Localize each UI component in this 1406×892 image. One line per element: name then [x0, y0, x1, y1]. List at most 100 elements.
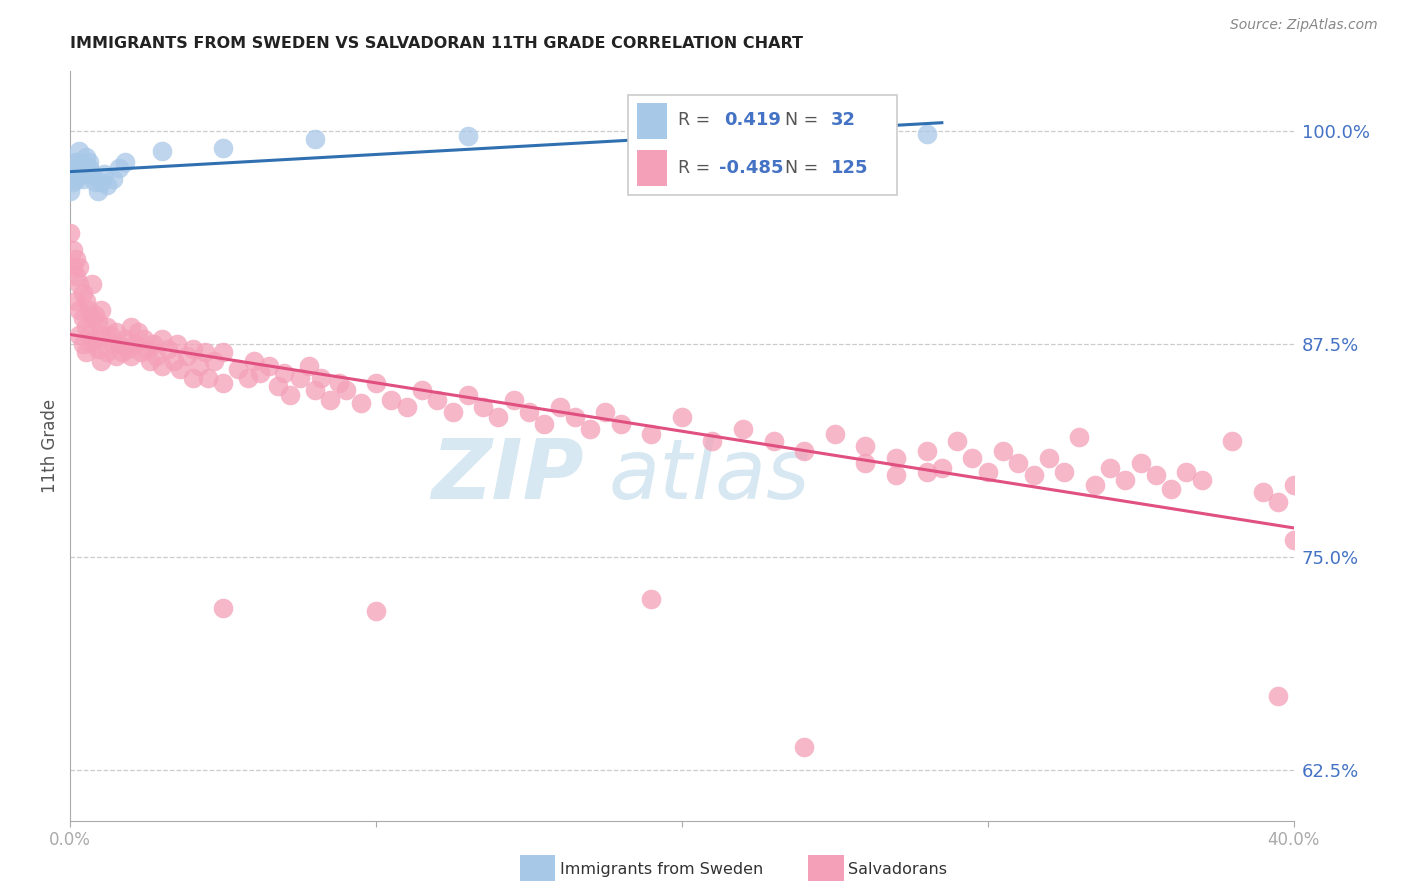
Point [169, 362, 191, 376]
Point [101, 336, 124, 351]
Point [65, 171, 87, 186]
Point [96, 178, 118, 193]
Point [640, 427, 662, 442]
Point [931, 461, 953, 475]
Point [793, 444, 815, 458]
Point [488, 410, 510, 425]
FancyBboxPatch shape [637, 150, 666, 186]
Point [1175, 465, 1198, 479]
Point [457, 388, 479, 402]
Point [1114, 473, 1136, 487]
Point [366, 604, 388, 618]
Point [187, 359, 209, 373]
Point [228, 362, 250, 376]
Point [69, 328, 91, 343]
Point [380, 392, 402, 407]
Text: N =: N = [785, 111, 824, 128]
Point [142, 336, 165, 351]
Point [273, 366, 295, 380]
Point [366, 376, 388, 390]
Point [80, 311, 103, 326]
Point [257, 359, 280, 373]
Point [762, 434, 785, 448]
Point [105, 349, 128, 363]
Point [108, 336, 131, 351]
Point [1099, 461, 1122, 475]
Point [915, 128, 938, 142]
Text: 0.419: 0.419 [724, 111, 782, 128]
Point [793, 128, 815, 142]
Point [181, 342, 204, 356]
Point [135, 342, 157, 356]
Point [59, 226, 82, 240]
Point [83, 308, 105, 322]
Point [1251, 485, 1274, 500]
Point [1007, 456, 1029, 470]
Point [915, 465, 938, 479]
Point [335, 383, 357, 397]
Point [1267, 495, 1289, 509]
Point [1282, 533, 1305, 547]
Point [548, 400, 571, 414]
Point [212, 141, 235, 155]
Point [157, 342, 180, 356]
Text: IMMIGRANTS FROM SWEDEN VS SALVADORAN 11TH GRADE CORRELATION CHART: IMMIGRANTS FROM SWEDEN VS SALVADORAN 11T… [70, 36, 803, 51]
Point [77, 302, 100, 317]
Point [502, 392, 524, 407]
Point [517, 405, 540, 419]
Point [212, 600, 235, 615]
Point [884, 467, 907, 482]
Point [1038, 450, 1060, 465]
Point [1222, 434, 1244, 448]
Point [304, 132, 326, 146]
Point [610, 417, 633, 431]
Point [194, 345, 217, 359]
Point [1144, 467, 1167, 482]
Point [288, 371, 311, 385]
Text: Immigrants from Sweden: Immigrants from Sweden [560, 863, 763, 877]
Text: -0.485: -0.485 [718, 159, 783, 177]
Point [212, 376, 235, 390]
Point [72, 285, 94, 300]
Point [1267, 690, 1289, 704]
Point [69, 145, 91, 159]
Text: atlas: atlas [609, 435, 810, 516]
Point [212, 345, 235, 359]
Point [472, 400, 495, 414]
Point [117, 342, 139, 356]
Point [75, 319, 97, 334]
Point [1282, 478, 1305, 492]
Point [75, 294, 97, 309]
Point [579, 422, 602, 436]
Point [101, 171, 124, 186]
Point [65, 268, 87, 283]
Point [243, 354, 266, 368]
Point [80, 277, 103, 292]
Point [319, 392, 342, 407]
Point [87, 184, 110, 198]
Point [145, 349, 167, 363]
Point [533, 417, 555, 431]
Point [824, 427, 846, 442]
Point [96, 319, 118, 334]
Text: N =: N = [785, 159, 824, 177]
Point [1084, 478, 1107, 492]
Point [69, 277, 91, 292]
Point [90, 302, 112, 317]
Point [150, 145, 173, 159]
Point [304, 383, 326, 397]
FancyBboxPatch shape [637, 103, 666, 139]
Point [96, 345, 118, 359]
Point [249, 366, 271, 380]
Point [114, 154, 136, 169]
Point [90, 328, 112, 343]
Point [59, 184, 82, 198]
Point [69, 302, 91, 317]
Point [1069, 430, 1091, 444]
Point [202, 354, 225, 368]
Point [197, 371, 219, 385]
Point [111, 345, 134, 359]
FancyBboxPatch shape [628, 95, 897, 195]
Point [915, 444, 938, 458]
Point [75, 345, 97, 359]
